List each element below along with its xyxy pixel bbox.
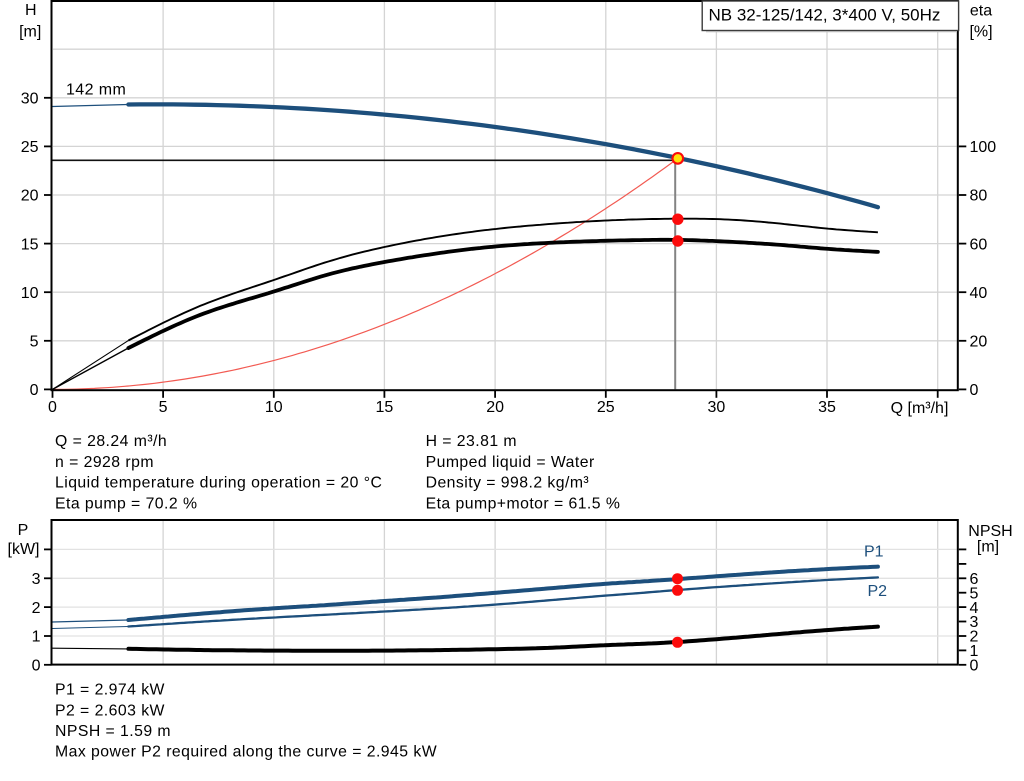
svg-text:30: 30 — [708, 399, 726, 416]
svg-text:20: 20 — [21, 188, 39, 205]
svg-text:Q = 28.24 m³/h: Q = 28.24 m³/h — [55, 433, 167, 450]
svg-text:15: 15 — [21, 236, 39, 253]
svg-text:NPSH: NPSH — [968, 523, 1012, 540]
svg-text:35: 35 — [818, 399, 836, 416]
svg-text:Liquid temperature during oper: Liquid temperature during operation = 20… — [55, 475, 382, 492]
svg-text:P1: P1 — [864, 544, 884, 561]
svg-text:Q [m³/h]: Q [m³/h] — [891, 400, 949, 417]
svg-text:NB 32-125/142, 3*400 V, 50Hz: NB 32-125/142, 3*400 V, 50Hz — [709, 6, 941, 25]
svg-text:[%]: [%] — [969, 23, 992, 40]
svg-text:6: 6 — [970, 571, 979, 588]
svg-text:H: H — [25, 2, 37, 19]
svg-text:5: 5 — [970, 585, 979, 602]
svg-text:5: 5 — [30, 334, 39, 351]
svg-text:eta: eta — [970, 3, 992, 20]
svg-text:30: 30 — [21, 91, 39, 108]
svg-text:Eta pump+motor = 61.5 %: Eta pump+motor = 61.5 % — [426, 495, 621, 512]
svg-text:3: 3 — [32, 571, 41, 588]
svg-text:H = 23.81 m: H = 23.81 m — [426, 433, 517, 450]
svg-text:2: 2 — [32, 600, 41, 617]
svg-text:20: 20 — [486, 399, 504, 416]
svg-text:142 mm: 142 mm — [66, 82, 126, 99]
svg-text:5: 5 — [159, 399, 168, 416]
svg-text:P1 = 2.974 kW: P1 = 2.974 kW — [55, 682, 165, 699]
svg-text:P2: P2 — [868, 583, 888, 600]
svg-text:[kW]: [kW] — [8, 541, 40, 558]
svg-text:10: 10 — [265, 399, 283, 416]
svg-text:2: 2 — [970, 629, 979, 646]
svg-text:0: 0 — [970, 382, 979, 399]
svg-text:Density = 998.2 kg/m³: Density = 998.2 kg/m³ — [426, 475, 590, 492]
svg-text:100: 100 — [970, 139, 997, 156]
svg-text:80: 80 — [970, 188, 988, 205]
svg-text:[m]: [m] — [977, 539, 999, 556]
svg-text:1: 1 — [32, 629, 41, 646]
svg-text:NPSH = 1.59 m: NPSH = 1.59 m — [55, 723, 171, 740]
svg-text:1: 1 — [970, 643, 979, 660]
svg-text:10: 10 — [21, 285, 39, 302]
svg-text:40: 40 — [970, 285, 988, 302]
svg-text:0: 0 — [970, 658, 979, 675]
svg-text:4: 4 — [970, 600, 979, 617]
svg-text:0: 0 — [48, 399, 57, 416]
svg-text:60: 60 — [970, 236, 988, 253]
svg-text:Pumped liquid = Water: Pumped liquid = Water — [426, 454, 595, 471]
svg-text:0: 0 — [32, 658, 41, 675]
svg-text:P2 = 2.603 kW: P2 = 2.603 kW — [55, 702, 165, 719]
svg-text:25: 25 — [597, 399, 615, 416]
svg-text:P: P — [18, 522, 29, 539]
svg-text:15: 15 — [376, 399, 394, 416]
svg-text:n = 2928 rpm: n = 2928 rpm — [55, 454, 154, 471]
svg-text:3: 3 — [970, 614, 979, 631]
svg-text:Max power P2 required along th: Max power P2 required along the curve = … — [55, 744, 437, 761]
svg-text:[m]: [m] — [19, 23, 41, 40]
svg-text:0: 0 — [30, 382, 39, 399]
svg-text:Eta pump = 70.2 %: Eta pump = 70.2 % — [55, 495, 197, 512]
svg-text:25: 25 — [21, 139, 39, 156]
svg-text:20: 20 — [970, 334, 988, 351]
